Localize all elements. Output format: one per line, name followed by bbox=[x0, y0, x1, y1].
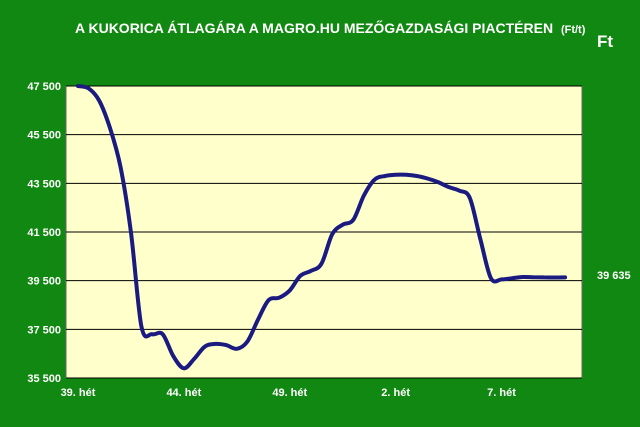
x-tick-label: 44. hét bbox=[166, 387, 201, 399]
y-tick-label: 37 500 bbox=[27, 324, 61, 336]
y-tick-label: 39 500 bbox=[27, 276, 61, 288]
x-tick-label: 39. hét bbox=[61, 387, 96, 399]
y-tick-label: 45 500 bbox=[27, 130, 61, 142]
y-tick-label: 41 500 bbox=[27, 227, 61, 239]
y-tick-label: 47 500 bbox=[27, 81, 61, 93]
y-tick-label: 35 500 bbox=[27, 373, 61, 385]
end-value-label: 39 635 bbox=[597, 270, 631, 282]
chart-title: A KUKORICA ÁTLAGÁRA A MAGRO.HU MEZŐGAZDA… bbox=[75, 19, 586, 36]
series-line bbox=[76, 84, 568, 371]
y-axis-ticks: 47 500 45 500 43 500 41 500 39 500 37 500 35 5… bbox=[27, 81, 61, 385]
x-axis-ticks: 39. hét 44. hét 49. hét 2. hét 7. hét bbox=[61, 387, 517, 399]
x-tick-label: 7. hét bbox=[487, 387, 516, 399]
unit-label: Ft bbox=[597, 32, 613, 51]
grid-lines bbox=[66, 85, 582, 379]
x-tick-label: 2. hét bbox=[381, 387, 410, 399]
x-tick-label: 49. hét bbox=[272, 387, 307, 399]
chart-title-unit: (Ft/t) bbox=[561, 24, 586, 36]
chart-title-main: A KUKORICA ÁTLAGÁRA A MAGRO.HU MEZŐGAZDA… bbox=[75, 19, 553, 36]
y-tick-label: 43 500 bbox=[27, 178, 61, 190]
